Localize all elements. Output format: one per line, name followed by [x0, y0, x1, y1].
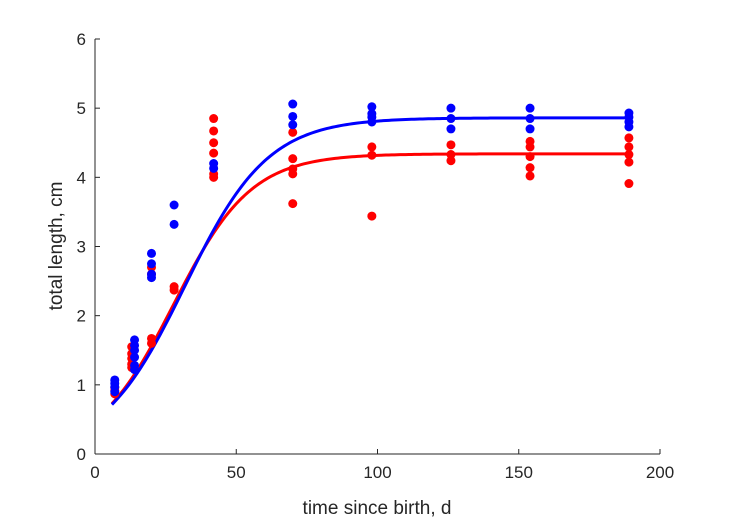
y-tick-label: 6: [77, 30, 86, 49]
data-point-series-1: [147, 248, 156, 258]
data-point-series-0: [147, 333, 156, 343]
data-point-series-1: [147, 269, 156, 279]
y-tick-label: 3: [77, 238, 86, 257]
axes: [94, 38, 661, 455]
y-axis-label: total length, cm: [46, 182, 67, 311]
data-point-series-0: [288, 154, 298, 164]
data-point-series-0: [209, 114, 219, 124]
data-point-series-1: [525, 103, 535, 113]
x-tick-label: 50: [227, 463, 246, 482]
data-point-series-0: [367, 211, 377, 221]
fit-curves: [110, 116, 632, 406]
data-point-series-1: [288, 111, 298, 121]
y-tick-label: 2: [77, 307, 86, 326]
data-point-series-1: [624, 108, 634, 118]
data-point-series-1: [130, 335, 140, 345]
data-point-series-1: [130, 360, 140, 370]
data-point-series-0: [624, 150, 634, 160]
data-point-series-0: [288, 127, 298, 137]
data-point-series-0: [209, 126, 219, 136]
data-point-series-0: [169, 282, 179, 292]
fit-curve-1: [110, 116, 632, 406]
x-tick-label: 150: [505, 463, 533, 482]
data-point-series-1: [130, 352, 140, 362]
data-point-series-1: [367, 109, 377, 119]
y-tick-label: 4: [77, 168, 86, 187]
data-point-series-0: [288, 164, 298, 174]
data-point-series-1: [446, 114, 456, 124]
data-point-series-0: [446, 140, 456, 150]
data-point-series-0: [446, 150, 456, 160]
data-point-series-1: [147, 259, 156, 269]
data-point-series-1: [525, 114, 535, 124]
y-tick-label: 5: [77, 99, 86, 118]
data-point-series-1: [525, 124, 535, 134]
data-point-series-1: [288, 120, 298, 130]
x-axis-label: time since birth, d: [303, 498, 452, 519]
data-point-series-0: [209, 138, 219, 148]
tick-labels: 0 50 100 150 200 0 1 2 3 4 5 6: [77, 30, 675, 482]
data-point-series-0: [367, 142, 377, 152]
data-point-series-0: [446, 156, 456, 166]
data-point-series-0: [525, 163, 535, 173]
data-point-series-0: [209, 148, 219, 158]
data-point-series-0: [525, 152, 535, 162]
data-point-series-1: [169, 219, 179, 229]
data-point-series-0: [367, 150, 377, 160]
y-tick-label: 1: [77, 376, 86, 395]
data-point-series-1: [446, 103, 456, 113]
data-point-series-1: [110, 375, 120, 385]
data-point-series-0: [624, 133, 634, 143]
data-point-series-1: [446, 124, 456, 134]
data-point-series-0: [624, 157, 634, 167]
data-point-series-1: [169, 200, 179, 210]
data-point-series-0: [624, 142, 634, 152]
data-point-series-1: [209, 159, 219, 168]
x-tick-label: 0: [90, 463, 99, 482]
y-tick-label: 0: [77, 445, 86, 464]
x-tick-label: 100: [363, 463, 391, 482]
x-tick-label: 200: [646, 463, 674, 482]
data-point-series-1: [367, 102, 377, 112]
data-point-series-1: [288, 99, 298, 109]
data-point-series-0: [525, 171, 535, 181]
data-point-series-0: [525, 136, 535, 146]
data-point-series-0: [288, 199, 298, 209]
data-point-series-0: [624, 179, 634, 189]
data-points: [110, 99, 634, 399]
